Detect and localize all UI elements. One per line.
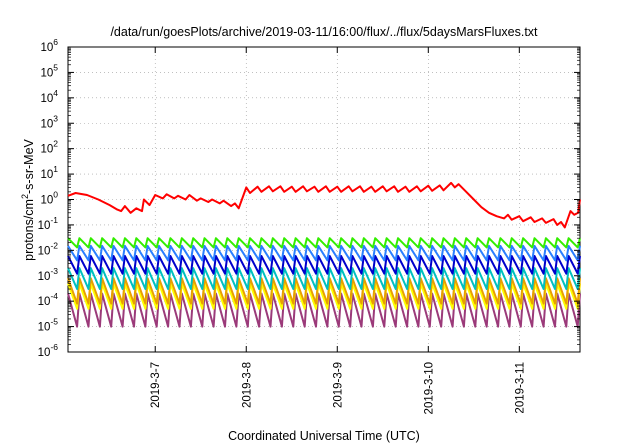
y-tick-label-base: 10: [40, 42, 53, 54]
series-line-yellow: [67, 282, 581, 310]
series-line-red: [67, 181, 581, 229]
series-line-green: [67, 237, 581, 249]
y-tick-label-exp: -6: [50, 342, 58, 352]
y-tick-label-exp: 3: [53, 113, 58, 123]
y-tick-label-base: 10: [38, 245, 51, 257]
y-tick-label: 106: [40, 37, 58, 54]
series-line-orange: [67, 277, 581, 305]
y-tick-label-exp: -4: [50, 291, 58, 301]
y-axis-ticks: 10-610-510-410-310-210-11001011021031041…: [38, 37, 580, 359]
series-line-blue: [67, 255, 581, 275]
y-tick-label-exp: 0: [53, 190, 58, 200]
y-axis-label-sup: 2: [20, 194, 30, 199]
y-tick-label-base: 10: [38, 220, 51, 232]
y-tick-label: 10-5: [38, 317, 59, 334]
y-tick-label: 104: [40, 88, 58, 105]
x-tick-label: 2019-3-10: [423, 362, 435, 414]
y-tick-label-exp: -3: [50, 266, 58, 276]
y-tick-label: 105: [40, 62, 58, 79]
x-tick-label: 2019-3-7: [150, 362, 162, 408]
y-tick-label-exp: 6: [53, 37, 58, 47]
y-tick-label-base: 10: [40, 67, 53, 79]
y-tick-label-exp: 5: [53, 62, 58, 72]
y-axis-label-rest: -s-sr-MeV: [22, 138, 36, 194]
y-tick-label: 102: [40, 139, 58, 156]
y-tick-label-exp: 1: [53, 164, 58, 174]
y-tick-label-base: 10: [40, 93, 53, 105]
series-line-dodgerblue: [67, 244, 581, 262]
y-axis-label-base: protons/cm: [22, 199, 36, 261]
y-tick-label-exp: 2: [53, 139, 58, 149]
y-tick-label-base: 10: [40, 144, 53, 156]
y-tick-label-base: 10: [38, 322, 51, 334]
x-axis-ticks: 2019-3-7 2019-3-8 2019-3-9 2019-3-10 2019-3-…: [150, 47, 526, 414]
y-tick-label-base: 10: [40, 118, 53, 130]
y-tick-label: 103: [40, 113, 58, 130]
y-tick-label: 100: [40, 190, 58, 207]
x-tick-label: 2019-3-9: [332, 362, 344, 408]
y-tick-label: 10-2: [38, 240, 59, 257]
y-tick-label-base: 10: [40, 169, 53, 181]
y-axis-label: protons/cm2-s-sr-MeV: [20, 138, 36, 260]
series-lines: [67, 181, 581, 328]
y-tick-label-base: 10: [38, 296, 51, 308]
x-tick-label: 2019-3-11: [514, 362, 526, 414]
y-tick-label: 10-6: [38, 342, 59, 359]
y-tick-label-exp: -2: [50, 240, 58, 250]
y-tick-label-base: 10: [38, 347, 51, 359]
grid-lines: [68, 47, 580, 352]
x-axis-label: Coordinated Universal Time (UTC): [228, 429, 420, 443]
y-tick-label-base: 10: [38, 271, 51, 283]
y-tick-label-base: 10: [40, 195, 53, 207]
x-tick-label: 2019-3-8: [241, 362, 253, 408]
series-line-cyan: [67, 267, 581, 290]
y-tick-label-exp: 4: [53, 88, 58, 98]
y-tick-label: 101: [40, 164, 58, 181]
y-tick-label: 10-1: [38, 215, 59, 232]
series-line-purple: [67, 292, 581, 328]
y-tick-label: 10-3: [38, 266, 59, 283]
y-tick-label: 10-4: [38, 291, 59, 308]
chart-title: /data/run/goesPlots/archive/2019-03-11/1…: [110, 25, 538, 39]
y-tick-label-exp: -1: [50, 215, 58, 225]
y-tick-label-exp: -5: [50, 317, 58, 327]
